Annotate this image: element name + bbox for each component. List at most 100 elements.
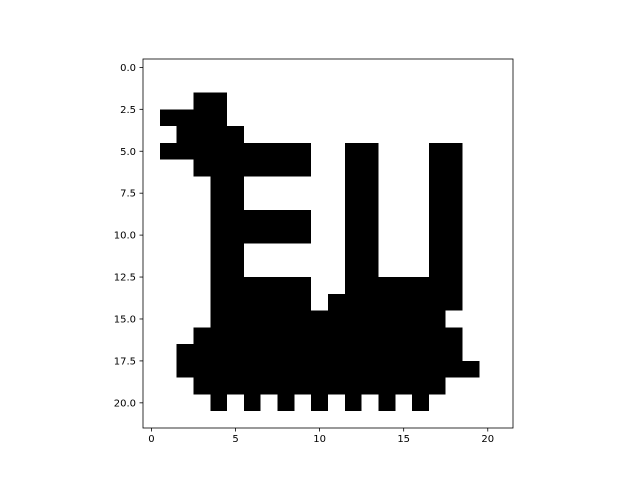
pixel — [210, 411, 228, 429]
pixel — [344, 193, 362, 211]
pixel — [428, 344, 447, 362]
pixel — [294, 260, 312, 278]
pixel — [445, 277, 463, 295]
pixel — [294, 394, 312, 412]
pixel — [159, 209, 177, 228]
pixel — [227, 293, 245, 311]
pixel — [344, 411, 362, 429]
pixel — [159, 360, 177, 378]
pixel — [294, 411, 312, 429]
pixel — [260, 226, 278, 244]
pixel — [243, 360, 262, 378]
pixel — [361, 126, 379, 144]
pixel — [294, 310, 312, 328]
pixel — [143, 277, 161, 295]
pixel — [496, 377, 514, 395]
pixel — [193, 260, 211, 278]
pixel — [378, 193, 396, 211]
pixel — [193, 360, 211, 378]
pixel — [243, 277, 262, 295]
pixel — [496, 126, 514, 144]
pixel — [294, 142, 312, 160]
pixel — [479, 394, 497, 412]
pixel — [344, 377, 362, 395]
pixel — [378, 209, 396, 228]
pixel — [243, 377, 262, 395]
pixel — [344, 260, 362, 278]
pixel — [260, 411, 278, 429]
pixel — [378, 109, 396, 127]
pixel — [328, 360, 346, 378]
pixel — [260, 360, 278, 378]
pixel — [210, 159, 228, 177]
pixel — [395, 142, 413, 160]
pixel — [243, 75, 262, 93]
pixel — [176, 293, 194, 311]
pixel — [176, 226, 194, 244]
pixel — [143, 142, 161, 160]
pixel — [428, 92, 447, 110]
pixel — [260, 142, 278, 160]
pixel — [260, 159, 278, 177]
pixel — [277, 310, 295, 328]
pixel — [428, 159, 447, 177]
pixel — [496, 260, 514, 278]
pixel — [462, 109, 480, 127]
pixel — [412, 159, 430, 177]
pixel — [294, 293, 312, 311]
pixel — [328, 226, 346, 244]
pixel — [412, 310, 430, 328]
pixel — [143, 360, 161, 378]
pixel — [243, 327, 262, 345]
pixel — [328, 394, 346, 412]
pixel — [496, 277, 514, 295]
pixel — [294, 226, 312, 244]
pixel — [428, 226, 447, 244]
pixel — [445, 243, 463, 261]
pixel — [328, 176, 346, 194]
pixel — [311, 142, 329, 160]
pixel — [378, 277, 396, 295]
pixel — [344, 92, 362, 110]
pixel — [428, 109, 447, 127]
pixel — [243, 126, 262, 144]
pixel — [496, 394, 514, 412]
pixel — [496, 59, 514, 77]
pixel — [479, 243, 497, 261]
pixel — [243, 159, 262, 177]
pixel — [412, 360, 430, 378]
pixel — [193, 344, 211, 362]
pixel — [260, 260, 278, 278]
pixel — [143, 310, 161, 328]
pixel — [462, 75, 480, 93]
pixel — [311, 126, 329, 144]
pixel — [193, 226, 211, 244]
pixel — [277, 226, 295, 244]
pixel — [462, 209, 480, 228]
pixel — [227, 159, 245, 177]
pixel — [311, 327, 329, 345]
pixel — [428, 260, 447, 278]
pixel — [227, 176, 245, 194]
pixel — [193, 394, 211, 412]
pixel — [260, 92, 278, 110]
pixel — [159, 260, 177, 278]
pixel — [479, 293, 497, 311]
pixel — [210, 310, 228, 328]
pixel — [143, 327, 161, 345]
pixel — [361, 176, 379, 194]
y-tick-label: 17.5 — [114, 356, 136, 367]
pixel — [395, 75, 413, 93]
y-tick-label: 7.5 — [120, 189, 136, 200]
pixel — [176, 209, 194, 228]
pixel — [479, 142, 497, 160]
y-tick-label: 0.0 — [120, 63, 136, 74]
pixel — [193, 176, 211, 194]
pixel — [412, 327, 430, 345]
pixel — [159, 394, 177, 412]
pixel — [260, 344, 278, 362]
pixel — [344, 243, 362, 261]
pixel — [176, 377, 194, 395]
pixel — [277, 293, 295, 311]
pixel — [260, 126, 278, 144]
